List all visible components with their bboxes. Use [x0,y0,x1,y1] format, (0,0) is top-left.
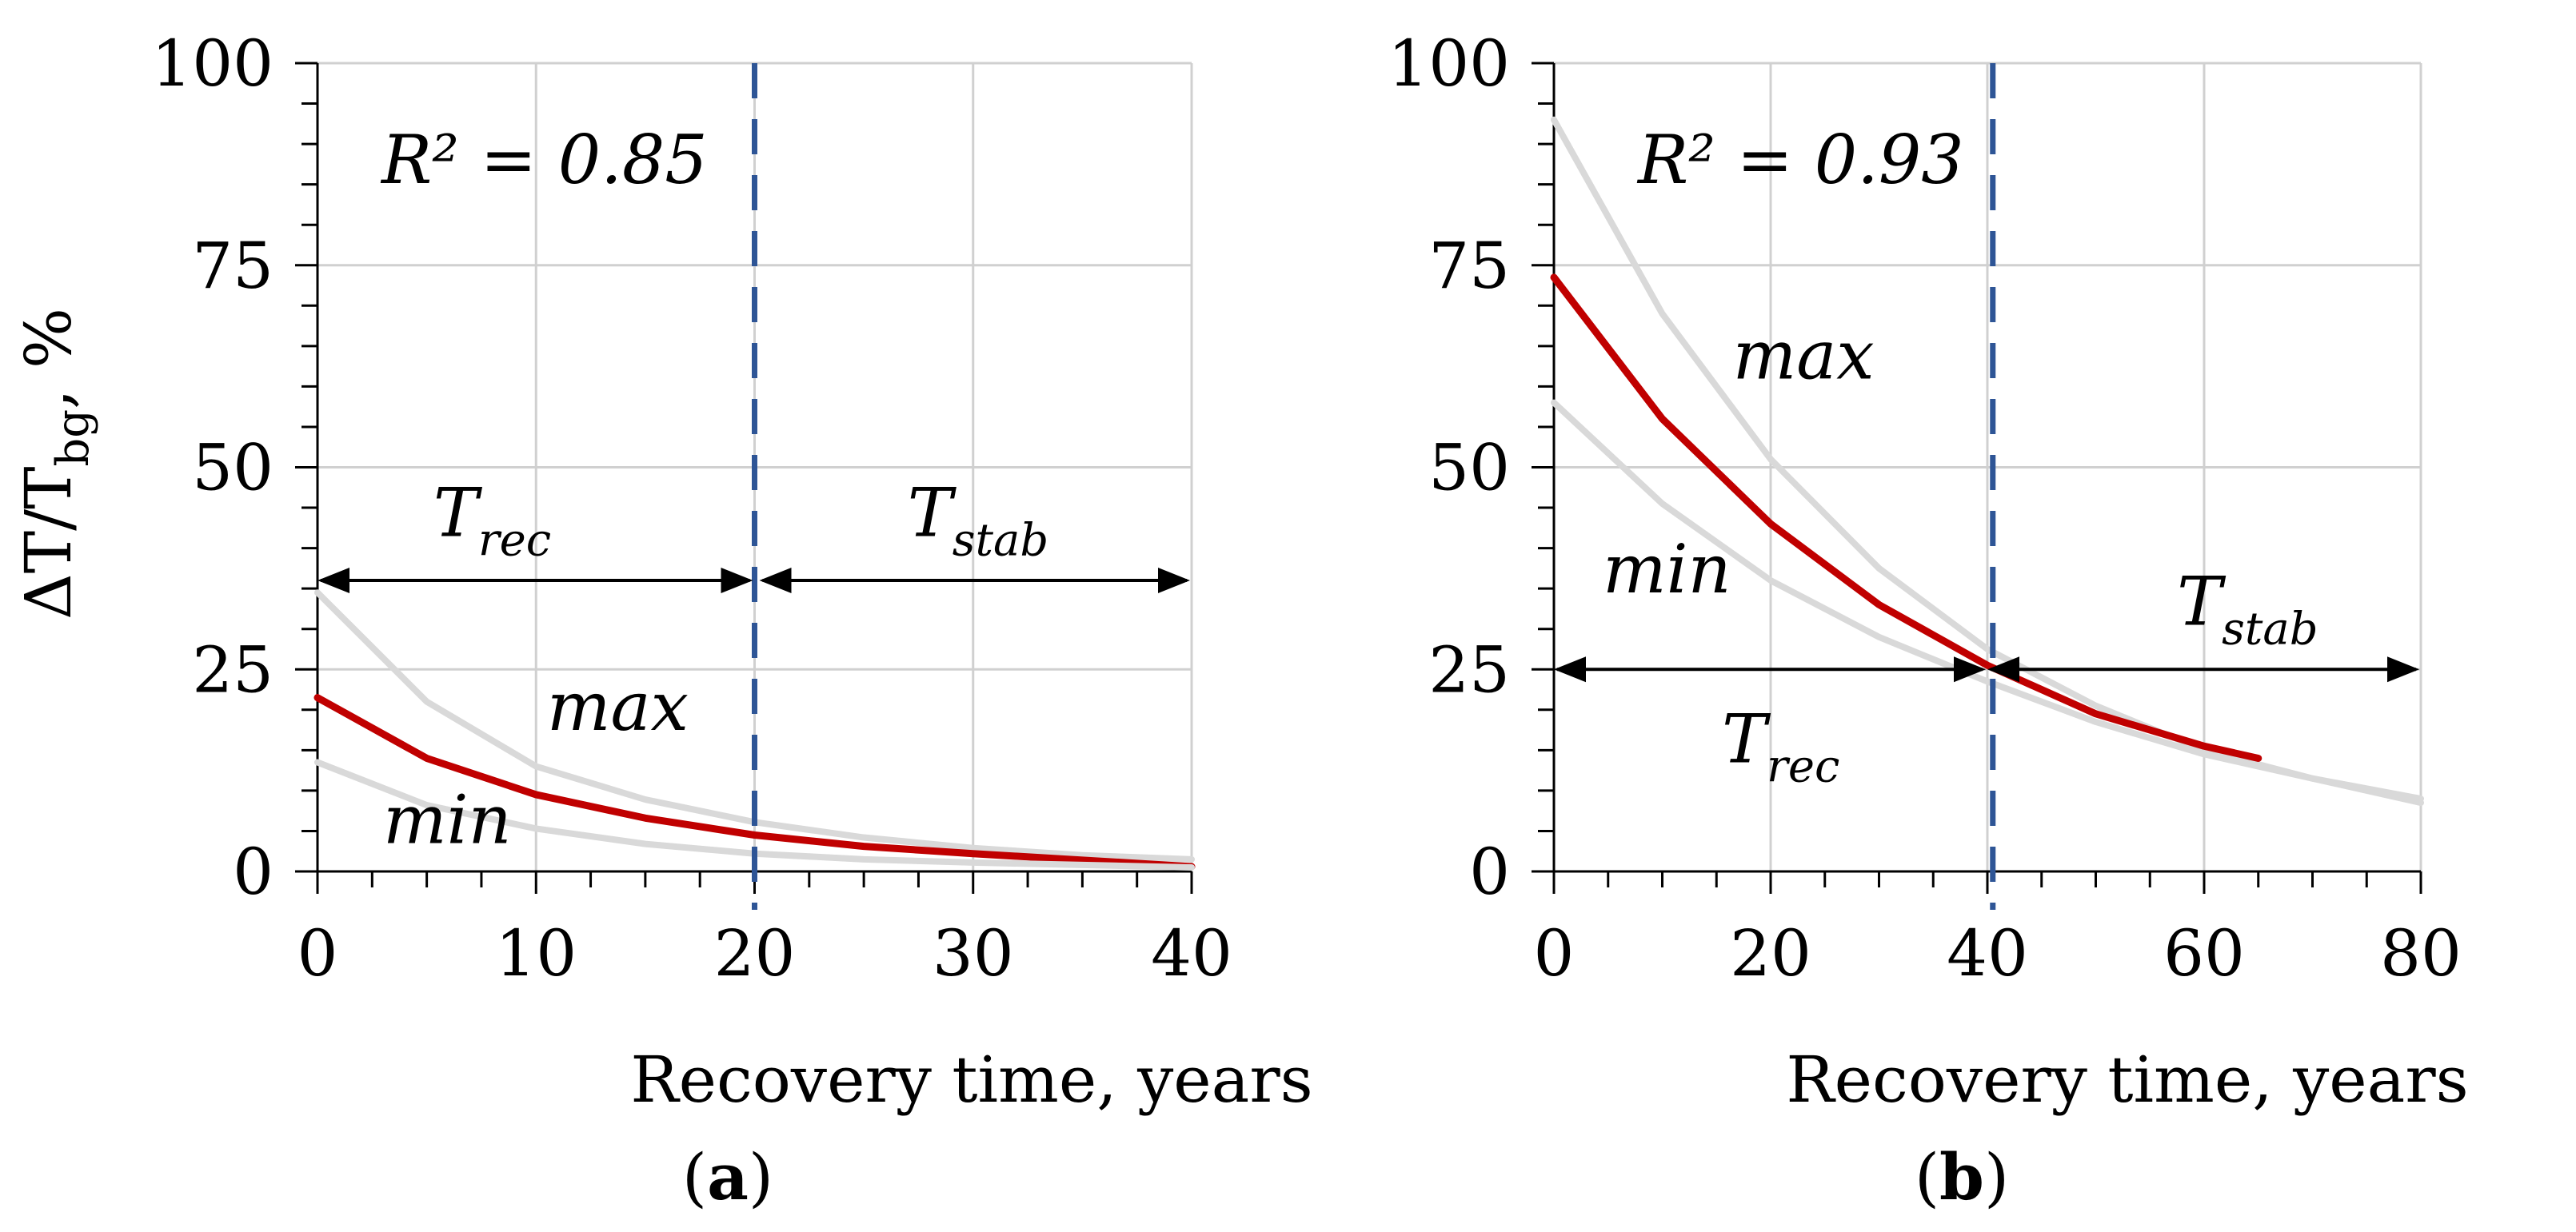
y-axis-title-main: ΔT/T [11,467,86,620]
x-tick-label: 80 [2380,916,2462,991]
period-label-sub: rec [478,514,551,566]
x-tick-label: 0 [1534,916,1575,991]
y-axis-title-unit: , % [11,308,86,409]
panel-label-close: ) [1984,1140,2009,1214]
x-tick-label: 60 [2163,916,2245,991]
panel-label-letter: a [707,1139,749,1214]
period-label-base: T [2177,563,2227,641]
y-tick-label: 50 [192,431,274,505]
panel-label-letter: b [1939,1139,1984,1214]
panel-label-open: ( [1915,1140,1939,1214]
x-tick-label: 0 [298,916,338,991]
period-label-sub: stab [2222,604,2318,656]
period-label-sub: stab [953,514,1048,566]
period-label-base: T [908,473,957,552]
y-tick-label: 25 [1428,632,1510,707]
x-axis-title: Recovery time, years [1786,1043,2468,1117]
x-tick-label: 30 [933,916,1014,991]
series-line-fit [1550,273,2262,762]
curve-label-max: max [547,668,689,746]
period-label-base: T [433,473,483,552]
panel-label: (b) [1915,1139,2009,1214]
y-tick-label: 50 [1428,431,1510,505]
curve-label-min: min [383,781,512,859]
y-tick-label: 75 [192,229,274,303]
series-line-fit [314,694,1196,871]
y-tick-label: 100 [151,26,274,101]
x-axis-title: Recovery time, years [630,1043,1312,1117]
y-tick-label: 75 [1428,229,1510,303]
y-tick-label: 100 [1388,26,1510,101]
x-tick-label: 10 [495,916,577,991]
period-label-stab: Tstab [2177,563,2318,656]
period-label-stab: Tstab [908,473,1049,566]
y-tick-label: 25 [192,632,274,707]
r-squared-label: R² = 0.93 [1636,121,1964,199]
curve-label-min: min [1603,530,1731,608]
y-axis-title: ΔT/Tbg, % [11,308,99,620]
y-axis-title-sub: bg [47,409,99,467]
period-label-rec: Trec [1722,700,1839,793]
r-squared-label: R² = 0.85 [380,121,708,199]
x-tick-label: 40 [1947,916,2028,991]
period-label-rec: Trec [433,473,551,566]
period-label-base: T [1722,700,1771,779]
x-tick-label: 40 [1151,916,1232,991]
x-tick-label: 20 [1730,916,1811,991]
panel-label-open: ( [682,1140,707,1214]
curve-label-max: max [1733,316,1875,394]
y-tick-label: 0 [233,835,274,909]
y-tick-label: 0 [1469,835,1510,909]
panel-label: (a) [682,1139,773,1214]
x-tick-label: 20 [714,916,796,991]
period-label-sub: rec [1767,741,1839,793]
panel-label-close: ) [749,1140,773,1214]
